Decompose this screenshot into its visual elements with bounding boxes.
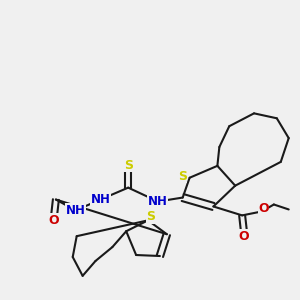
Text: NH: NH xyxy=(66,204,86,217)
Text: NH: NH xyxy=(91,193,110,206)
Text: O: O xyxy=(49,214,59,227)
Text: S: S xyxy=(124,159,133,172)
Text: O: O xyxy=(239,230,249,243)
Text: O: O xyxy=(258,202,269,215)
Text: S: S xyxy=(146,210,155,223)
Text: S: S xyxy=(178,170,187,183)
Text: NH: NH xyxy=(148,195,168,208)
